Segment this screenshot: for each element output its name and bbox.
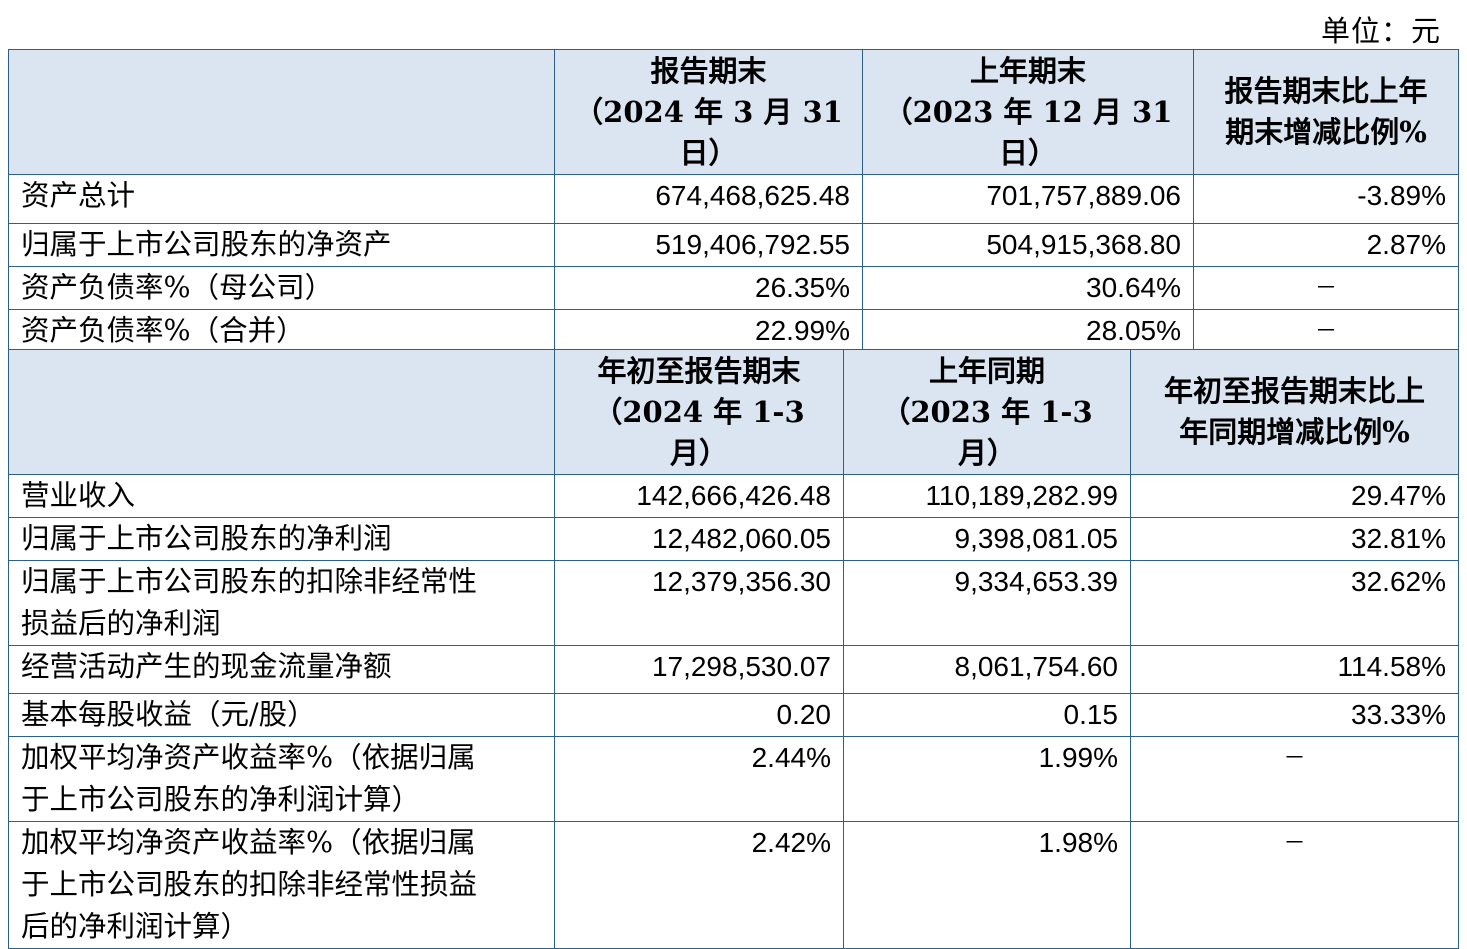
change-value: － bbox=[1130, 821, 1459, 949]
change-value: 2.87% bbox=[1193, 223, 1459, 267]
current-value: 519,406,792.55 bbox=[554, 223, 863, 267]
change-value: － bbox=[1193, 309, 1459, 353]
previous-value: 9,398,081.05 bbox=[843, 517, 1131, 561]
table-row: 归属于上市公司股东的净资产 519,406,792.55 504,915,368… bbox=[8, 223, 1459, 267]
header-cell-change: 报告期末比上年 期末增减比例% bbox=[1193, 49, 1459, 175]
row-label: 资产总计 bbox=[8, 174, 555, 224]
row-label: 归属于上市公司股东的扣除非经常性 损益后的净利润 bbox=[8, 560, 555, 646]
header-cell-current: 年初至报告期末 （2024 年 1-3 月） bbox=[554, 349, 844, 475]
table-row: 资产总计 674,468,625.48 701,757,889.06 -3.89… bbox=[8, 174, 1459, 224]
table-row: 资产负债率%（母公司） 26.35% 30.64% － bbox=[8, 266, 1459, 310]
row-label: 经营活动产生的现金流量净额 bbox=[8, 645, 555, 694]
previous-value: 9,334,653.39 bbox=[843, 560, 1131, 646]
change-value: 29.47% bbox=[1130, 474, 1459, 518]
balance-sheet-table: 报告期末 （2024 年 3 月 31 日） 上年期末 （2023 年 12 月… bbox=[8, 49, 1459, 353]
table-header-row: 年初至报告期末 （2024 年 1-3 月） 上年同期 （2023 年 1-3 … bbox=[8, 349, 1459, 475]
previous-value: 30.64% bbox=[862, 266, 1194, 310]
row-label: 资产负债率%（母公司） bbox=[8, 266, 555, 310]
previous-value: 0.15 bbox=[843, 693, 1131, 737]
table-row: 资产负债率%（合并） 22.99% 28.05% － bbox=[8, 309, 1459, 353]
current-value: 2.44% bbox=[554, 736, 844, 822]
previous-value: 110,189,282.99 bbox=[843, 474, 1131, 518]
row-label: 营业收入 bbox=[8, 474, 555, 518]
previous-value: 1.99% bbox=[843, 736, 1131, 822]
current-value: 0.20 bbox=[554, 693, 844, 737]
table-row: 加权平均净资产收益率%（依据归属 于上市公司股东的净利润计算） 2.44% 1.… bbox=[8, 736, 1459, 822]
current-value: 142,666,426.48 bbox=[554, 474, 844, 518]
table-row: 营业收入 142,666,426.48 110,189,282.99 29.47… bbox=[8, 474, 1459, 518]
previous-value: 28.05% bbox=[862, 309, 1194, 353]
table-row: 加权平均净资产收益率%（依据归属 于上市公司股东的扣除非经常性损益 后的净利润计… bbox=[8, 821, 1459, 949]
current-value: 22.99% bbox=[554, 309, 863, 353]
previous-value: 701,757,889.06 bbox=[862, 174, 1194, 224]
current-value: 674,468,625.48 bbox=[554, 174, 863, 224]
header-cell-blank bbox=[8, 49, 555, 175]
row-label: 基本每股收益（元/股） bbox=[8, 693, 555, 737]
current-value: 12,482,060.05 bbox=[554, 517, 844, 561]
header-cell-blank bbox=[8, 349, 555, 475]
change-value: － bbox=[1193, 266, 1459, 310]
income-statement-table: 年初至报告期末 （2024 年 1-3 月） 上年同期 （2023 年 1-3 … bbox=[8, 349, 1459, 949]
row-label: 归属于上市公司股东的净利润 bbox=[8, 517, 555, 561]
unit-label: 单位：元 bbox=[1320, 14, 1441, 48]
header-cell-current: 报告期末 （2024 年 3 月 31 日） bbox=[554, 49, 863, 175]
change-value: 32.81% bbox=[1130, 517, 1459, 561]
header-cell-previous: 上年期末 （2023 年 12 月 31 日） bbox=[862, 49, 1194, 175]
current-value: 2.42% bbox=[554, 821, 844, 949]
change-value: 33.33% bbox=[1130, 693, 1459, 737]
change-value: -3.89% bbox=[1193, 174, 1459, 224]
header-cell-previous: 上年同期 （2023 年 1-3 月） bbox=[843, 349, 1131, 475]
change-value: 32.62% bbox=[1130, 560, 1459, 646]
table-row: 基本每股收益（元/股） 0.20 0.15 33.33% bbox=[8, 693, 1459, 737]
current-value: 12,379,356.30 bbox=[554, 560, 844, 646]
previous-value: 1.98% bbox=[843, 821, 1131, 949]
row-label: 归属于上市公司股东的净资产 bbox=[8, 223, 555, 267]
change-value: 114.58% bbox=[1130, 645, 1459, 694]
change-value: － bbox=[1130, 736, 1459, 822]
row-label: 加权平均净资产收益率%（依据归属 于上市公司股东的净利润计算） bbox=[8, 736, 555, 822]
header-cell-change: 年初至报告期末比上 年同期增减比例% bbox=[1130, 349, 1459, 475]
table-header-row: 报告期末 （2024 年 3 月 31 日） 上年期末 （2023 年 12 月… bbox=[8, 49, 1459, 175]
previous-value: 8,061,754.60 bbox=[843, 645, 1131, 694]
current-value: 26.35% bbox=[554, 266, 863, 310]
row-label: 资产负债率%（合并） bbox=[8, 309, 555, 353]
table-row: 经营活动产生的现金流量净额 17,298,530.07 8,061,754.60… bbox=[8, 645, 1459, 694]
table-row: 归属于上市公司股东的净利润 12,482,060.05 9,398,081.05… bbox=[8, 517, 1459, 561]
row-label: 加权平均净资产收益率%（依据归属 于上市公司股东的扣除非经常性损益 后的净利润计… bbox=[8, 821, 555, 949]
table-row: 归属于上市公司股东的扣除非经常性 损益后的净利润 12,379,356.30 9… bbox=[8, 560, 1459, 646]
previous-value: 504,915,368.80 bbox=[862, 223, 1194, 267]
current-value: 17,298,530.07 bbox=[554, 645, 844, 694]
